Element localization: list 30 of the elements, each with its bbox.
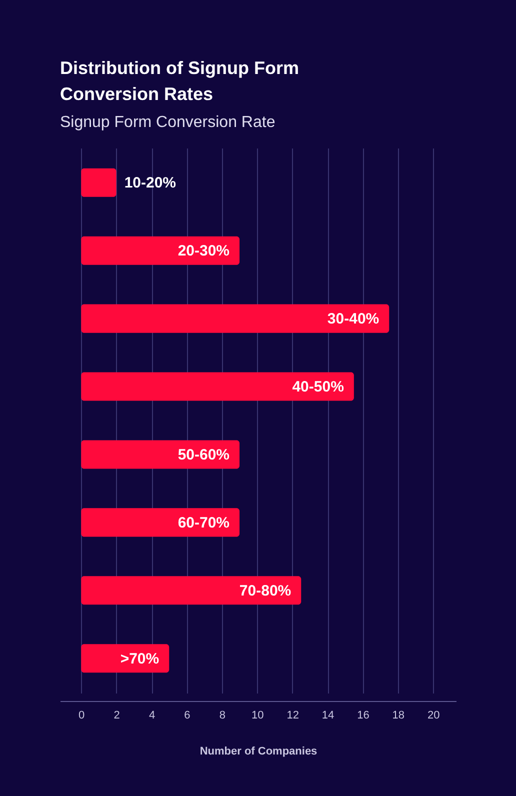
bar bbox=[81, 576, 302, 605]
x-axis-title: Number of Companies bbox=[200, 746, 318, 758]
y-tick-label: 70-80% bbox=[239, 582, 292, 600]
bar bbox=[81, 440, 240, 469]
y-tick-label: >70% bbox=[120, 650, 160, 668]
y-tick-label: 10-20% bbox=[124, 174, 176, 192]
x-tick-label: 14 bbox=[322, 710, 334, 722]
x-tick-label: 18 bbox=[392, 710, 405, 722]
x-tick-label: 8 bbox=[219, 710, 226, 722]
y-tick-label: 50-60% bbox=[178, 446, 230, 464]
x-tick-label: 2 bbox=[114, 710, 120, 722]
bar bbox=[81, 304, 390, 333]
bar bbox=[81, 168, 116, 197]
chart-title: Distribution of Signup Form Conversion Rates bbox=[60, 58, 299, 104]
bar bbox=[81, 644, 170, 673]
bar bbox=[81, 236, 240, 265]
y-tick-label: 60-70% bbox=[178, 514, 230, 532]
chart-subtitle: Signup Form Conversion Rate bbox=[60, 114, 276, 131]
x-tick-label: 12 bbox=[286, 710, 299, 722]
x-tick-label: 0 bbox=[78, 710, 85, 722]
y-tick-label: 20-30% bbox=[178, 242, 230, 260]
x-tick-label: 10 bbox=[251, 710, 264, 722]
y-tick-label: 40-50% bbox=[292, 378, 344, 396]
x-tick-label: 16 bbox=[357, 710, 370, 722]
x-tick-label: 6 bbox=[184, 710, 190, 722]
x-tick-label: 20 bbox=[427, 710, 440, 722]
y-tick-label: 30-40% bbox=[327, 310, 380, 328]
x-tick-label: 4 bbox=[148, 710, 156, 722]
bar bbox=[81, 372, 354, 401]
bar bbox=[81, 508, 240, 537]
